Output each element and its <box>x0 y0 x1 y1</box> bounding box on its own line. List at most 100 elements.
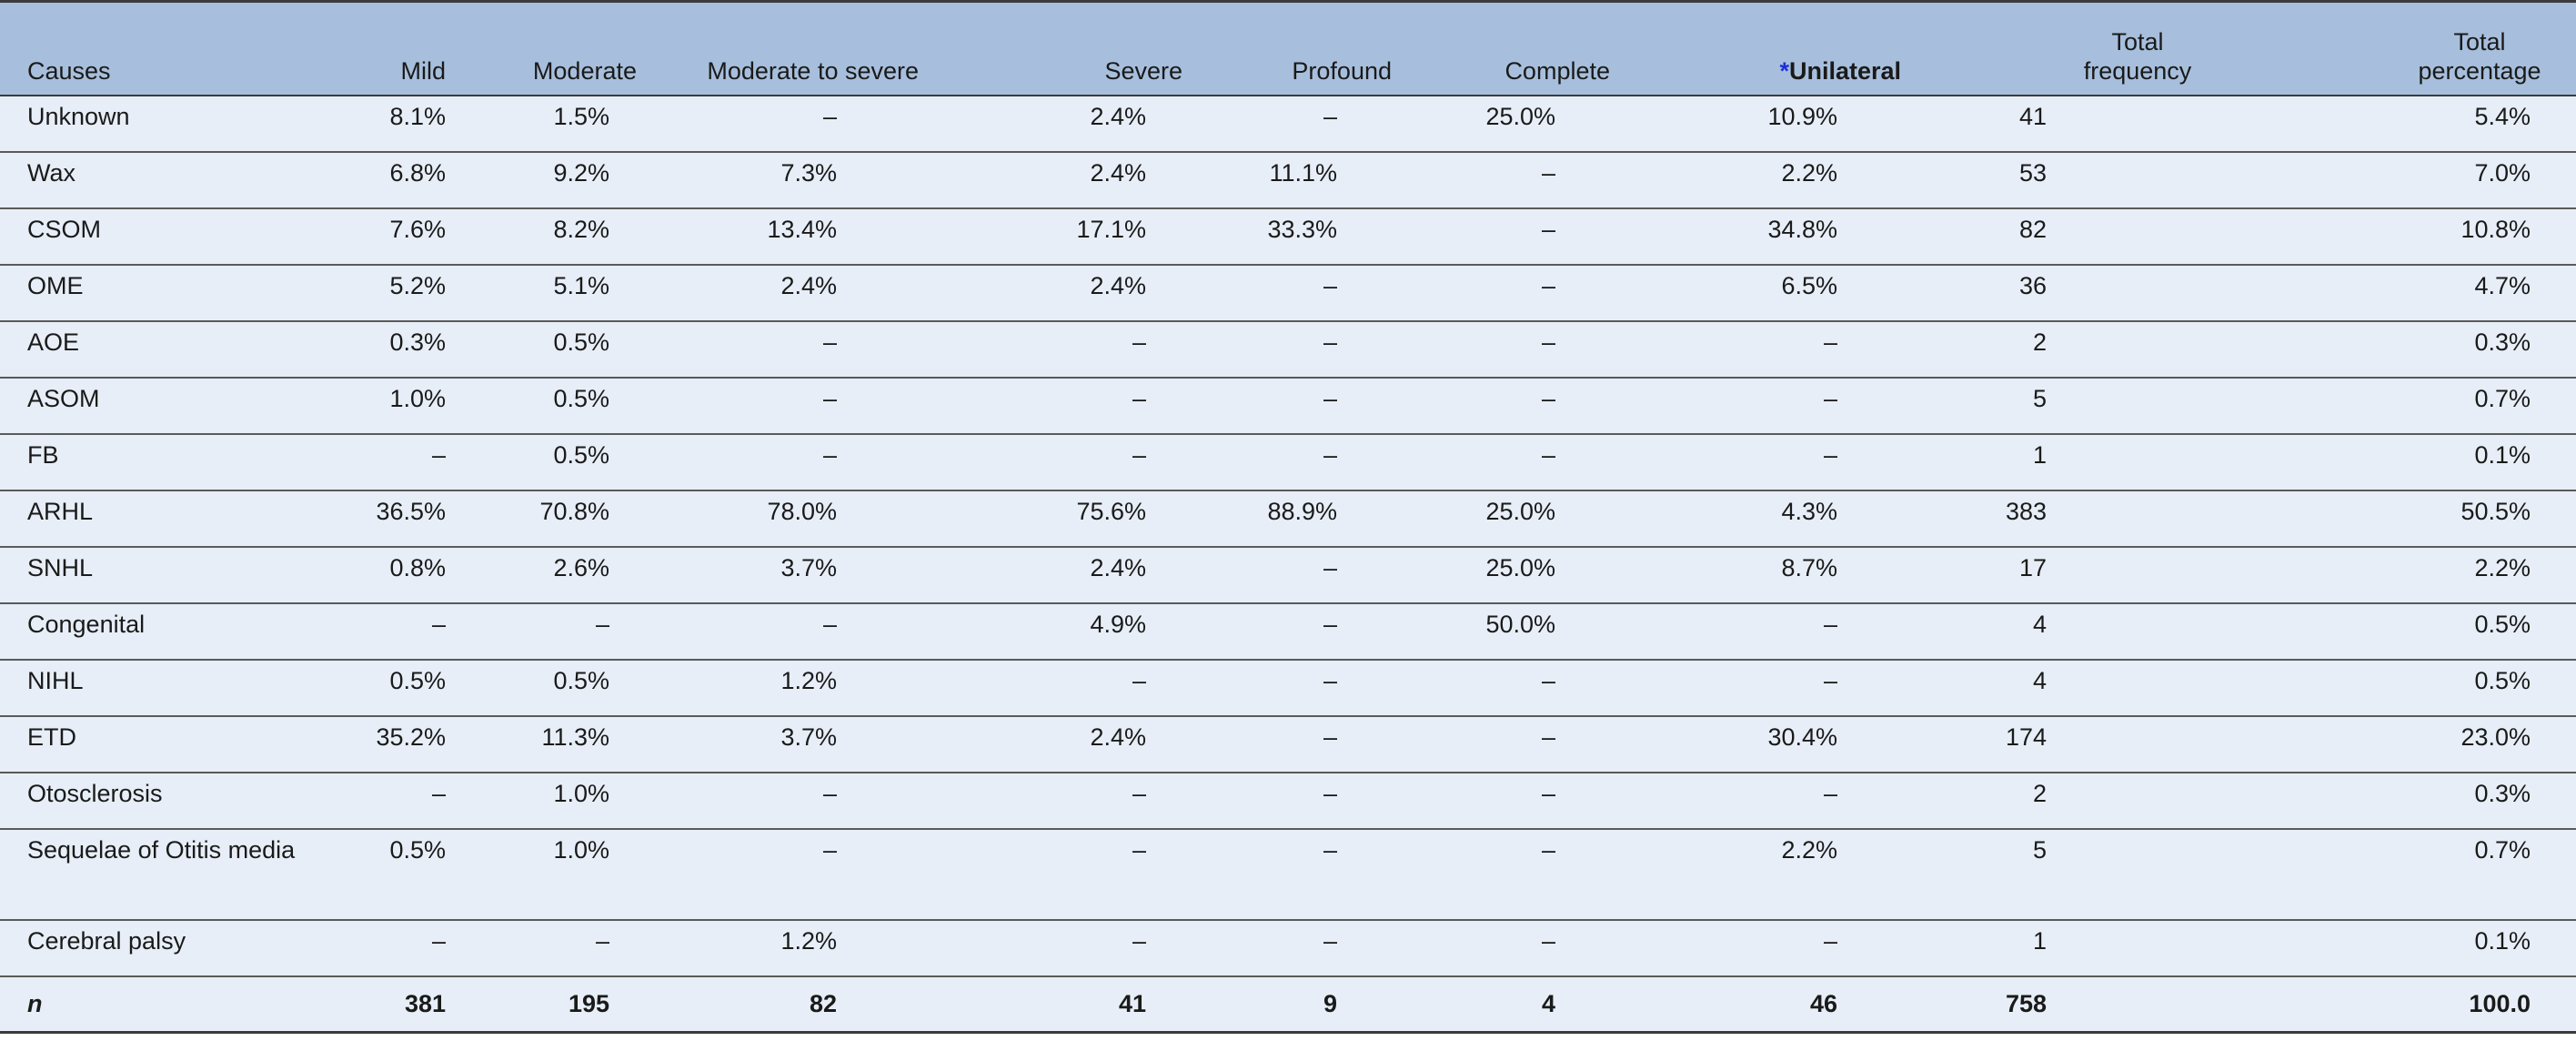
cell-mild: 5.2% <box>364 264 455 322</box>
cell-mild: 0.5% <box>364 659 455 717</box>
header-total-frequency: Total frequency <box>1910 0 2210 96</box>
cell-profound: – <box>1192 433 1401 491</box>
cell-moderate: 8.2% <box>455 207 646 266</box>
cell-total-percentage: 0.7% <box>2210 377 2576 435</box>
cell-mild: 0.5% <box>364 828 455 921</box>
cell-complete: – <box>1401 377 1619 435</box>
cell-moderate: 0.5% <box>455 659 646 717</box>
table-row: AOE 0.3% 0.5% – – – – –2 0.3% <box>0 320 2576 379</box>
cell-severe: – <box>928 659 1192 717</box>
cell-moderate-to-severe: – <box>646 95 928 153</box>
cell-total-frequency: 82 <box>1910 207 2210 266</box>
table-row: FB –0.5% – – – – –1 0.1% <box>0 433 2576 491</box>
cell-profound: 88.9% <box>1192 490 1401 548</box>
cell-profound: – <box>1192 919 1401 977</box>
cell-mild: 35.2% <box>364 715 455 773</box>
cell-unilateral: 46 <box>1619 975 1910 1034</box>
table-row: NIHL 0.5% 0.5% 1.2% – – – –4 0.5% <box>0 659 2576 717</box>
cell-severe: 2.4% <box>928 715 1192 773</box>
cell-unilateral: 30.4% <box>1619 715 1910 773</box>
cell-total-frequency: 1 <box>1910 919 2210 977</box>
table-row: Congenital – – –4.9% –50.0% –4 0.5% <box>0 602 2576 661</box>
cell-total-percentage: 5.4% <box>2210 95 2576 153</box>
cell-complete: – <box>1401 151 1619 209</box>
cell-profound: – <box>1192 377 1401 435</box>
cell-cause: AOE <box>0 320 364 379</box>
cell-mild: 0.8% <box>364 546 455 604</box>
cell-profound: – <box>1192 320 1401 379</box>
cell-unilateral: – <box>1619 602 1910 661</box>
cell-profound: – <box>1192 772 1401 830</box>
cell-unilateral: 2.2% <box>1619 151 1910 209</box>
cell-mild: 6.8% <box>364 151 455 209</box>
cell-complete: – <box>1401 772 1619 830</box>
cell-moderate: 0.5% <box>455 433 646 491</box>
cell-moderate: 0.5% <box>455 320 646 379</box>
cell-moderate: 1.0% <box>455 828 646 921</box>
cell-moderate: 0.5% <box>455 377 646 435</box>
header-causes: Causes <box>0 0 364 96</box>
table-row: SNHL 0.8% 2.6% 3.7% 2.4% –25.0% 8.7% 17 2.2% <box>0 546 2576 604</box>
cell-complete: 25.0% <box>1401 95 1619 153</box>
cell-complete: – <box>1401 828 1619 921</box>
cell-severe: – <box>928 320 1192 379</box>
cell-total-frequency: 2 <box>1910 772 2210 830</box>
cell-cause: Otosclerosis <box>0 772 364 830</box>
cell-cause: Congenital <box>0 602 364 661</box>
cell-profound: – <box>1192 264 1401 322</box>
cell-moderate-to-severe: 13.4% <box>646 207 928 266</box>
cell-total-percentage: 100.0 <box>2210 975 2576 1034</box>
cell-severe: – <box>928 828 1192 921</box>
cell-mild: – <box>364 919 455 977</box>
header-severe: Severe <box>928 0 1192 96</box>
cell-severe: 2.4% <box>928 546 1192 604</box>
cell-total-frequency: 174 <box>1910 715 2210 773</box>
cell-moderate: 1.5% <box>455 95 646 153</box>
cell-total-frequency: 2 <box>1910 320 2210 379</box>
header-moderate-to-severe: Moderate to severe <box>646 0 928 96</box>
cell-unilateral: – <box>1619 377 1910 435</box>
cell-moderate-to-severe: – <box>646 320 928 379</box>
cell-mild: 7.6% <box>364 207 455 266</box>
cell-cause: ASOM <box>0 377 364 435</box>
cell-complete: – <box>1401 715 1619 773</box>
cell-moderate-to-severe: 1.2% <box>646 919 928 977</box>
table-row: ETD 35.2% 11.3% 3.7% 2.4% – –30.4% 174 23.0% <box>0 715 2576 773</box>
cell-cause: ARHL <box>0 490 364 548</box>
cell-total-frequency: 1 <box>1910 433 2210 491</box>
table-row: Sequelae of Otitis media 0.5% 1.0% – – – –2.2%… <box>0 828 2576 921</box>
table-row: Otosclerosis –1.0% – – – – –2 0.3% <box>0 772 2576 830</box>
cell-mild: 1.0% <box>364 377 455 435</box>
cell-unilateral: 10.9% <box>1619 95 1910 153</box>
cell-cause: SNHL <box>0 546 364 604</box>
cell-cause: Sequelae of Otitis media <box>0 828 364 921</box>
header-moderate: Moderate <box>455 0 646 96</box>
cell-profound: – <box>1192 828 1401 921</box>
cell-moderate-to-severe: 1.2% <box>646 659 928 717</box>
cell-moderate-to-severe: 2.4% <box>646 264 928 322</box>
cell-complete: 25.0% <box>1401 546 1619 604</box>
cell-cause: CSOM <box>0 207 364 266</box>
cell-total-frequency: 383 <box>1910 490 2210 548</box>
cell-total-percentage: 50.5% <box>2210 490 2576 548</box>
cell-mild: 381 <box>364 975 455 1034</box>
cell-cause: n <box>0 975 364 1034</box>
cell-complete: – <box>1401 659 1619 717</box>
table-body: Unknown 8.1% 1.5% –2.4% –25.0% 10.9% 41 5.4% Wax… <box>0 95 2576 1034</box>
cell-total-frequency: 5 <box>1910 828 2210 921</box>
cell-moderate-to-severe: 7.3% <box>646 151 928 209</box>
header-total-percentage: Total percentage <box>2210 0 2576 96</box>
cell-moderate-to-severe: 78.0% <box>646 490 928 548</box>
cell-moderate: 195 <box>455 975 646 1034</box>
cell-moderate-to-severe: – <box>646 377 928 435</box>
cell-moderate-to-severe: 3.7% <box>646 715 928 773</box>
cell-total-percentage: 0.5% <box>2210 659 2576 717</box>
cell-severe: 2.4% <box>928 95 1192 153</box>
cell-mild: – <box>364 602 455 661</box>
cell-unilateral: – <box>1619 772 1910 830</box>
table-row: ASOM 1.0% 0.5% – – – – –5 0.7% <box>0 377 2576 435</box>
cell-total-percentage: 23.0% <box>2210 715 2576 773</box>
cell-total-percentage: 10.8% <box>2210 207 2576 266</box>
cell-moderate-to-severe: – <box>646 433 928 491</box>
cell-unilateral: – <box>1619 659 1910 717</box>
